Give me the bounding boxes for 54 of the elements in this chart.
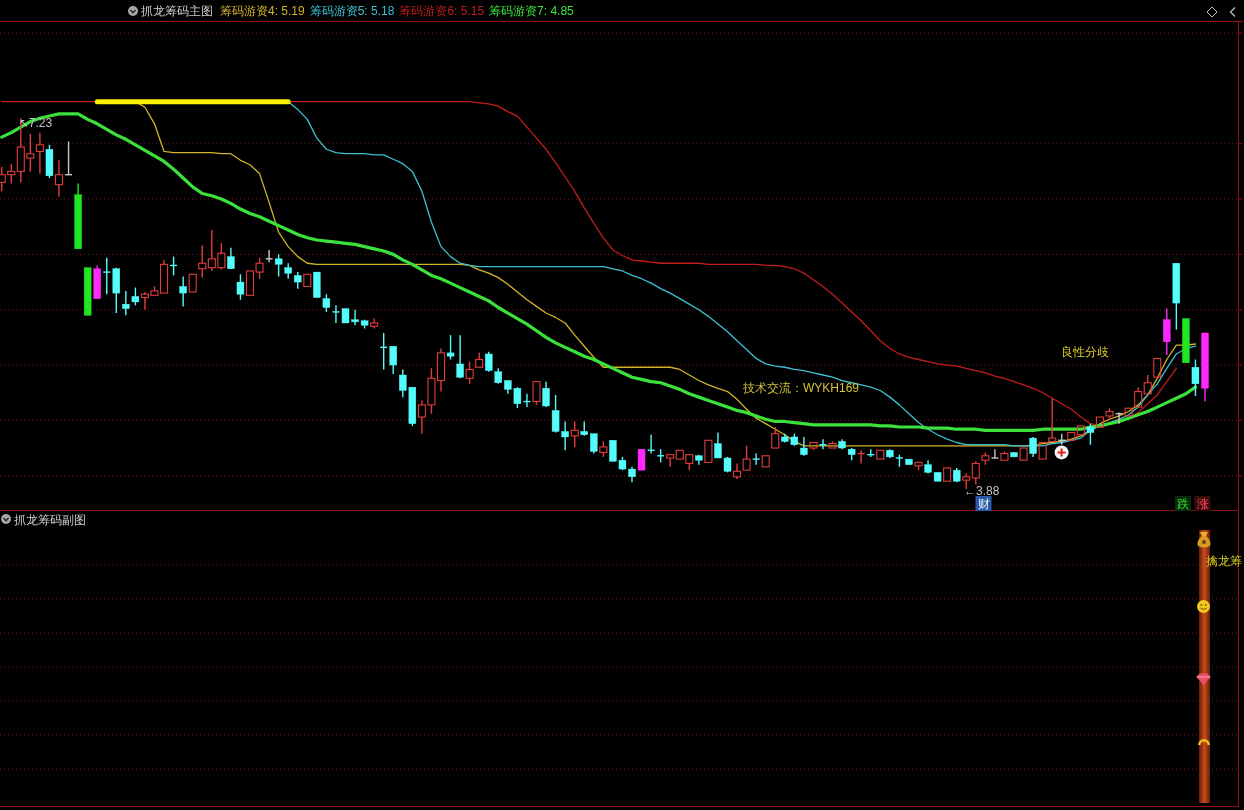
text: 筹码游资4: 5.19 <box>220 4 306 18</box>
candlestick <box>1048 397 1057 442</box>
candlestick <box>370 317 379 330</box>
candlestick <box>1038 441 1047 460</box>
text: 筹码游资7: 4.85 <box>489 4 575 18</box>
candlestick <box>1019 447 1028 461</box>
candlestick <box>198 244 207 279</box>
candlestick <box>943 467 952 482</box>
candlestick <box>179 275 187 308</box>
annotation: 涨 <box>1196 497 1209 511</box>
text: 筹码游资6: 5.15 <box>399 4 485 18</box>
candlestick <box>1067 431 1076 441</box>
candlestick <box>1163 307 1171 356</box>
candlestick <box>751 452 761 466</box>
candlestick <box>389 345 397 375</box>
candlestick <box>303 273 312 288</box>
annotation: 技术交流：WYKH169 <box>742 381 860 395</box>
candlestick <box>542 380 550 408</box>
candlestick <box>35 131 44 175</box>
candlestick <box>446 334 455 361</box>
candlestick <box>122 290 130 316</box>
annotation: 良性分歧 <box>1061 345 1109 359</box>
candlestick <box>1134 386 1143 408</box>
candlestick <box>188 273 197 293</box>
candlestick <box>102 257 111 295</box>
candlestick <box>876 449 885 460</box>
annotation: 财 <box>977 497 990 511</box>
candlestick <box>1124 407 1133 417</box>
candlestick <box>264 249 274 263</box>
candlestick <box>761 455 770 468</box>
annotation: ←3.88 <box>964 484 1000 498</box>
candlestick <box>1086 422 1095 446</box>
candlestick <box>733 462 742 480</box>
annotation: 跌 <box>1177 497 1189 511</box>
chart-title: 抓龙筹码主图 <box>141 4 213 18</box>
candlestick <box>990 448 1000 459</box>
candlestick <box>704 439 713 463</box>
candlestick <box>1191 358 1200 397</box>
candlestick <box>227 247 235 270</box>
candlestick <box>570 420 579 448</box>
candlestick <box>971 460 980 486</box>
candlestick <box>54 159 64 198</box>
candlestick <box>1153 357 1162 378</box>
text: 抓龙筹码副图 <box>14 513 86 527</box>
text: 筹码游资5: 5.18 <box>309 4 395 18</box>
candlestick <box>274 253 283 278</box>
candlestick <box>331 304 341 324</box>
candlestick <box>236 273 245 301</box>
candlestick <box>800 436 808 457</box>
candlestick <box>637 448 646 471</box>
candlestick <box>590 432 598 455</box>
candlestick <box>456 334 464 380</box>
candlestick <box>485 351 493 373</box>
candlestick <box>1076 425 1085 436</box>
